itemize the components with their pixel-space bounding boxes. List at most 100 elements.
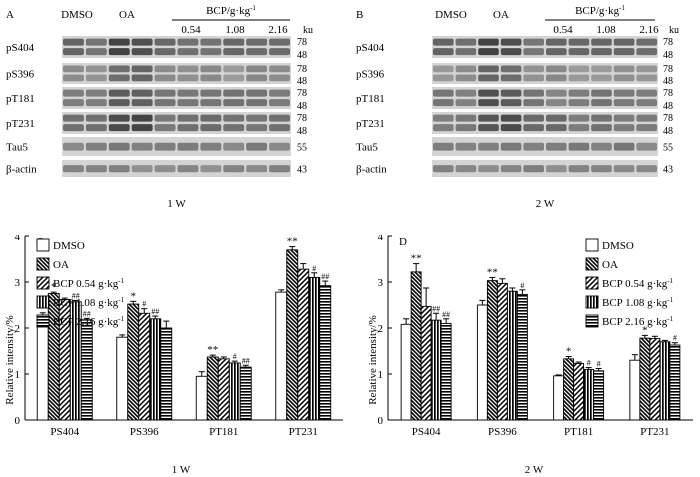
legend-label: BCP 1.08 g·kg-1 — [602, 296, 674, 309]
bar — [486, 280, 498, 421]
blot-strip — [432, 137, 658, 156]
blot-band — [636, 99, 657, 107]
legend-swatch — [36, 314, 50, 328]
blot-band — [613, 48, 635, 56]
bar — [639, 337, 651, 421]
blot-row-label: Tau5 — [6, 142, 28, 154]
dose-label: 0.54 — [553, 24, 573, 36]
blot-band — [63, 74, 84, 82]
blot-row-label: pS396 — [356, 69, 385, 81]
blot-band — [546, 38, 567, 46]
blot-band — [269, 142, 290, 151]
blot-band — [433, 124, 454, 132]
blot-band — [433, 99, 454, 107]
blot-band — [154, 99, 176, 107]
y-tick-label: 0 — [378, 415, 384, 427]
blot-band — [591, 89, 612, 97]
blot-band — [269, 124, 290, 132]
blot-band — [223, 165, 245, 173]
blot-band — [108, 65, 130, 73]
blot-band — [63, 165, 84, 173]
blot-row-label: pT231 — [6, 118, 35, 130]
kd-marker: 78 — [663, 37, 673, 48]
dose-label: 2.16 — [639, 24, 659, 36]
blot-band — [478, 89, 499, 97]
blot-band — [478, 38, 499, 46]
blot-band — [200, 65, 222, 73]
bar — [430, 319, 442, 421]
blot-band — [108, 165, 130, 173]
blot-band — [269, 65, 290, 73]
significance-mark: # — [597, 359, 601, 368]
significance-mark: # — [142, 300, 146, 309]
bar — [583, 368, 595, 421]
lane-label-oa: OA — [119, 9, 135, 21]
bar — [516, 293, 528, 421]
bar — [297, 268, 310, 421]
blot-band — [246, 65, 268, 73]
legend-label: DMSO — [602, 240, 634, 252]
blot-band — [108, 114, 130, 122]
kd-marker: 48 — [297, 50, 307, 61]
bar — [440, 322, 452, 421]
bar — [553, 375, 565, 421]
blot-band — [246, 142, 268, 151]
blot-band — [131, 124, 153, 132]
blot-band — [568, 99, 590, 107]
significance-mark: # — [233, 352, 237, 361]
blot-band — [523, 114, 544, 122]
blot-band — [591, 48, 612, 56]
bar — [275, 291, 288, 421]
blot-band — [85, 165, 107, 173]
blot-band — [63, 114, 84, 122]
significance-mark: ## — [432, 304, 440, 313]
blot-strip — [62, 137, 291, 156]
y-tick-label: 0 — [15, 415, 21, 427]
blot-band — [591, 114, 612, 122]
blot-band — [546, 89, 567, 97]
legend-label: BCP 1.08 g·kg-1 — [53, 296, 125, 309]
blot-band — [177, 65, 199, 73]
legend-label: BCP 0.54 g·kg-1 — [53, 277, 125, 290]
blot-band — [523, 65, 544, 73]
x-axis-label: 1 W — [172, 464, 191, 476]
bar — [496, 282, 508, 421]
kd-marker: 48 — [663, 126, 673, 137]
blot-band — [269, 114, 290, 122]
blot-row-label: pS404 — [6, 42, 35, 54]
blot-band — [85, 38, 107, 46]
blot-band — [478, 65, 499, 73]
bar — [319, 285, 332, 421]
blot-band — [246, 48, 268, 56]
blot-band — [223, 48, 245, 56]
blot-band — [63, 89, 84, 97]
blot-band — [546, 74, 567, 82]
blot-band — [478, 99, 499, 107]
blot-band — [223, 74, 245, 82]
blot-band — [455, 48, 477, 56]
bar — [47, 293, 60, 421]
bar — [308, 276, 321, 421]
legend-label: OA — [602, 259, 618, 271]
blot-band — [636, 38, 657, 46]
blot-band — [85, 74, 107, 82]
blot-row-label: β-actin — [6, 164, 37, 176]
blot-row-label: pS404 — [356, 42, 385, 54]
kd-marker: 55 — [663, 143, 673, 154]
significance-mark: # — [673, 334, 677, 343]
legend-swatch — [585, 276, 599, 290]
legend-label: BCP 2.16 g·kg-1 — [53, 315, 125, 328]
blot-band — [154, 65, 176, 73]
blot-band — [433, 38, 454, 46]
blot-band — [246, 165, 268, 173]
legend-swatch — [36, 276, 50, 290]
blot-band — [455, 38, 477, 46]
blot-band — [613, 124, 635, 132]
blot-band — [63, 65, 84, 73]
blot-band — [246, 124, 268, 132]
blot-band — [523, 38, 544, 46]
blot-band — [591, 165, 612, 173]
